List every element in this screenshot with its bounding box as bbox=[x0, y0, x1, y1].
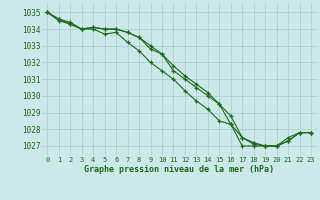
X-axis label: Graphe pression niveau de la mer (hPa): Graphe pression niveau de la mer (hPa) bbox=[84, 165, 274, 174]
